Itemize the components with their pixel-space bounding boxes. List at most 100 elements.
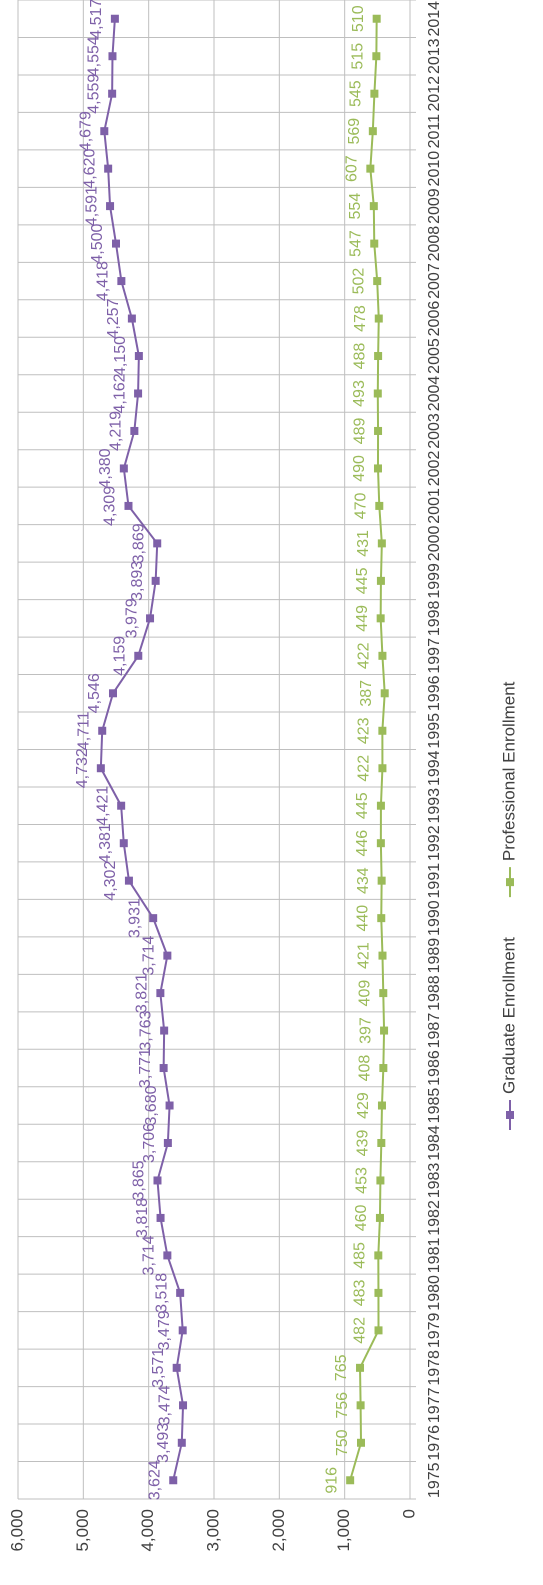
x-tick-label: 2000	[426, 525, 443, 561]
x-tick-label: 1997	[426, 638, 443, 674]
marker	[156, 1213, 165, 1222]
marker	[380, 1026, 389, 1035]
marker	[370, 89, 379, 98]
marker	[373, 389, 382, 398]
data-label: 4,302	[102, 861, 119, 901]
marker	[134, 352, 143, 361]
data-label: 488	[351, 343, 368, 370]
data-label: 431	[355, 530, 372, 557]
marker	[373, 277, 382, 286]
marker	[375, 501, 384, 510]
x-tick-label: 1982	[426, 1200, 443, 1236]
marker	[377, 876, 386, 885]
marker	[117, 277, 126, 286]
data-label: 515	[350, 43, 367, 70]
marker	[119, 464, 128, 473]
legend-label: Graduate Enrollment	[499, 937, 518, 1094]
data-label: 485	[352, 1242, 369, 1269]
data-label: 440	[354, 905, 371, 932]
data-label: 439	[355, 1130, 372, 1157]
x-tick-label: 1984	[426, 1125, 443, 1161]
marker	[110, 14, 119, 23]
y-tick-label: 3,000	[203, 1509, 222, 1552]
data-label: 3,931	[126, 898, 143, 938]
x-tick-label: 1980	[426, 1275, 443, 1311]
marker	[151, 576, 160, 585]
marker	[163, 1138, 172, 1147]
marker	[373, 464, 382, 473]
data-label: 569	[346, 118, 363, 145]
data-label: 422	[356, 755, 373, 782]
data-label: 422	[356, 642, 373, 669]
data-label: 3,865	[131, 1160, 148, 1200]
data-label: 3,893	[129, 561, 146, 601]
data-label: 4,500	[89, 223, 106, 263]
marker	[119, 839, 128, 848]
data-label: 4,159	[111, 636, 128, 676]
x-tick-label: 2012	[426, 76, 443, 112]
marker	[374, 1326, 383, 1335]
data-label: 429	[355, 1092, 372, 1119]
marker	[377, 914, 386, 923]
x-tick-label: 1998	[426, 600, 443, 636]
x-tick-label: 1999	[426, 563, 443, 599]
marker	[108, 89, 117, 98]
data-label: 3,979	[123, 598, 140, 638]
marker	[377, 1101, 386, 1110]
data-label: 483	[352, 1279, 369, 1306]
x-tick-label: 2001	[426, 488, 443, 524]
x-tick-label: 1976	[426, 1425, 443, 1461]
x-tick-label: 1996	[426, 675, 443, 711]
data-label: 4,546	[86, 673, 103, 713]
y-tick-label: 6,000	[7, 1509, 26, 1552]
data-label: 4,517	[88, 0, 105, 39]
data-label: 423	[356, 717, 373, 744]
data-label: 510	[350, 5, 367, 32]
x-tick-label: 2010	[426, 151, 443, 187]
marker	[376, 1176, 385, 1185]
legend-label: Professional Enrollment	[499, 681, 518, 861]
data-label: 756	[334, 1392, 351, 1419]
data-label: 470	[353, 492, 370, 519]
data-label: 460	[353, 1204, 370, 1231]
marker	[378, 764, 387, 773]
data-label: 3,706	[141, 1123, 158, 1163]
data-label: 4,257	[105, 298, 122, 338]
y-tick-label: 0	[399, 1509, 418, 1518]
marker	[379, 989, 388, 998]
marker	[127, 314, 136, 323]
data-label: 493	[351, 380, 368, 407]
data-label: 387	[358, 680, 375, 707]
x-tick-label: 1992	[426, 825, 443, 861]
x-tick-label: 1989	[426, 938, 443, 974]
x-tick-label: 2007	[426, 263, 443, 299]
marker	[169, 1476, 178, 1485]
data-label: 4,418	[95, 261, 112, 301]
x-tick-label: 2002	[426, 451, 443, 487]
data-label: 3,624	[146, 1460, 163, 1500]
data-label: 3,474	[156, 1385, 173, 1425]
marker	[160, 1026, 169, 1035]
marker	[368, 127, 377, 136]
marker	[106, 202, 115, 211]
x-tick-label: 2004	[426, 376, 443, 412]
marker	[176, 1288, 185, 1297]
data-label: 4,711	[75, 711, 92, 750]
x-tick-label: 2009	[426, 188, 443, 224]
data-label: 502	[350, 268, 367, 295]
data-label: 4,380	[97, 448, 114, 488]
x-tick-label: 2006	[426, 301, 443, 337]
data-label: 916	[323, 1467, 340, 1494]
marker	[178, 1326, 187, 1335]
x-tick-label: 1979	[426, 1312, 443, 1348]
x-tick-label: 1988	[426, 975, 443, 1011]
data-label: 4,150	[112, 336, 129, 376]
data-label: 547	[347, 230, 364, 257]
data-label: 3,869	[130, 523, 147, 563]
marker	[377, 1138, 386, 1147]
data-label: 607	[344, 155, 361, 182]
data-label: 434	[355, 867, 372, 894]
data-label: 3,818	[134, 1198, 151, 1238]
marker	[163, 951, 172, 960]
marker	[378, 726, 387, 735]
